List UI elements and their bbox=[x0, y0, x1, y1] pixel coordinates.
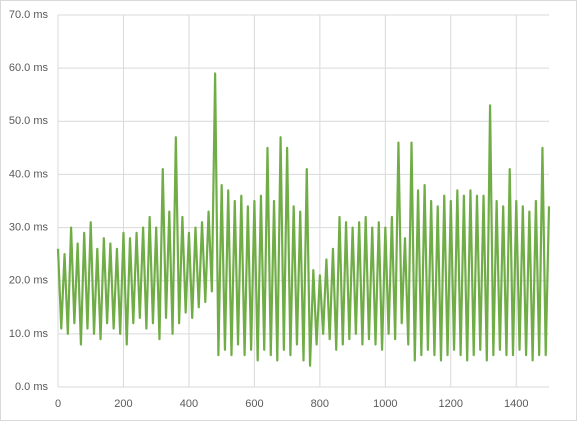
data-line bbox=[56, 72, 551, 367]
y-tick-label: 50.0 ms bbox=[9, 115, 49, 127]
y-tick-label: 60.0 ms bbox=[9, 62, 49, 74]
x-tick-label: 800 bbox=[311, 398, 329, 410]
y-tick-label: 70.0 ms bbox=[9, 9, 49, 21]
x-tick-label: 600 bbox=[245, 398, 263, 410]
x-tick-label: 1400 bbox=[504, 398, 528, 410]
x-tick-label: 1000 bbox=[373, 398, 397, 410]
y-tick-label: 40.0 ms bbox=[9, 168, 49, 180]
x-tick-label: 400 bbox=[180, 398, 198, 410]
y-tick-label: 30.0 ms bbox=[9, 221, 49, 233]
y-tick-label: 10.0 ms bbox=[9, 328, 49, 340]
y-tick-label: 20.0 ms bbox=[9, 275, 49, 287]
y-tick-label: 0.0 ms bbox=[15, 381, 49, 393]
x-tick-label: 200 bbox=[114, 398, 132, 410]
x-tick-label: 0 bbox=[55, 398, 61, 410]
x-tick-label: 1200 bbox=[439, 398, 463, 410]
